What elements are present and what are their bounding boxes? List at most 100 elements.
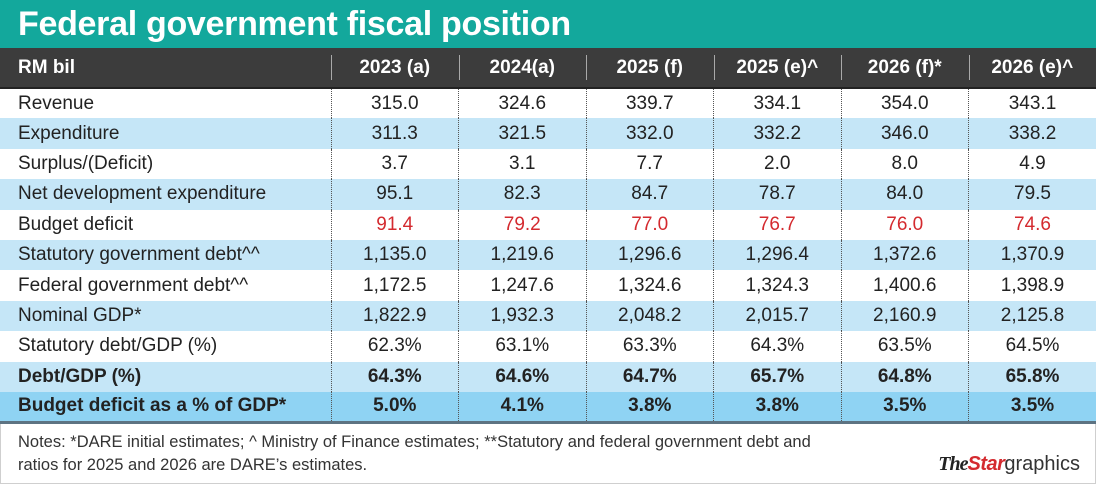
table-row: Revenue 315.0 324.6 339.7 334.1 354.0 343.1: [0, 88, 1096, 119]
table-row: Federal government debt^^ 1,172.5 1,247.6 1…: [0, 270, 1096, 301]
table-cell: 354.0: [840, 88, 969, 119]
table-row: Net development expenditure 95.1 82.3 84.7 7…: [0, 179, 1096, 210]
row-label: Surplus/(Deficit): [18, 152, 154, 174]
table-cell: 64.8%: [840, 361, 969, 392]
row-label: Budget deficit as a % of GDP*: [18, 395, 287, 417]
table-cell: 339.7: [585, 88, 714, 119]
table-row: Budget deficit 91.4 79.2 77.0 76.7 76.0 74.6: [0, 209, 1096, 240]
table-cell: 5.0%: [330, 391, 459, 423]
table-cell: 2.0: [713, 148, 841, 180]
row-label: Statutory government debt^^: [18, 244, 260, 266]
row-label: Nominal GDP*: [18, 304, 142, 326]
column-header: 2023 (a): [331, 48, 459, 88]
table-cell: 1,372.6: [840, 239, 969, 271]
table-cell: 64.5%: [968, 331, 1096, 362]
table-row: Budget deficit as a % of GDP* 5.0% 4.1% 3.8…: [0, 391, 1096, 423]
table-cell: 2,125.8: [968, 300, 1096, 332]
table-cell: 2,160.9: [840, 300, 969, 332]
column-header: 2024(a): [458, 48, 587, 88]
fiscal-table: RM bil 2023 (a) 2024(a) 2025 (f) 2025 (e…: [0, 48, 1096, 424]
row-label: Revenue: [18, 92, 95, 114]
table-cell: 1,822.9: [330, 300, 459, 332]
the-star-graphics-logo: TheStargraphics: [938, 452, 1080, 476]
table-row: Statutory government debt^^ 1,135.0 1,219.…: [0, 239, 1096, 271]
row-label: Federal government debt^^: [18, 274, 249, 296]
table-cell: 63.3%: [585, 331, 714, 362]
table-row: Debt/GDP (%) 64.3% 64.6% 64.7% 65.7% 64.8% 65.…: [0, 361, 1096, 392]
table-cell: 64.7%: [585, 361, 714, 392]
table-cell: 65.8%: [968, 361, 1096, 392]
table-row: Expenditure 311.3 321.5 332.0 332.2 346.0 338.…: [0, 118, 1096, 149]
table-cell: 64.3%: [713, 331, 841, 362]
column-header: 2025 (e)^: [713, 48, 842, 88]
table-cell: 1,370.9: [968, 239, 1096, 271]
table-cell: 84.7: [585, 179, 714, 210]
table-cell: 332.0: [585, 118, 714, 149]
table-cell: 4.9: [968, 148, 1096, 180]
table-cell: 64.6%: [458, 361, 586, 392]
table-cell: 7.7: [585, 148, 714, 180]
header-row: RM bil 2023 (a) 2024(a) 2025 (f) 2025 (e…: [0, 48, 1096, 88]
table-cell: 1,932.3: [458, 300, 586, 332]
table-row: Statutory debt/GDP (%) 62.3% 63.1% 63.3% 64.…: [0, 331, 1096, 362]
column-header: 2026 (f)*: [841, 48, 969, 88]
title-bar: Federal government fiscal position: [0, 0, 1096, 48]
logo-star: Star: [967, 453, 1005, 475]
table-cell: 324.6: [458, 88, 586, 119]
table-cell: 334.1: [713, 88, 841, 119]
row-label: Expenditure: [18, 122, 120, 144]
table-cell: 332.2: [713, 118, 841, 149]
table-cell: 1,247.6: [458, 270, 586, 301]
table-cell: 84.0: [840, 179, 969, 210]
table-cell: 3.5%: [840, 391, 969, 423]
table-cell: 74.6: [968, 209, 1096, 240]
table-cell: 8.0: [840, 148, 969, 180]
table-cell: 82.3: [458, 179, 586, 210]
table-row: Nominal GDP* 1,822.9 1,932.3 2,048.2 2,015.7…: [0, 300, 1096, 332]
table-cell: 76.7: [713, 209, 841, 240]
logo-the: The: [938, 453, 968, 475]
table-cell: 2,048.2: [585, 300, 714, 332]
table-cell: 65.7%: [713, 361, 841, 392]
table-cell: 1,135.0: [330, 239, 459, 271]
table-cell: 3.1: [458, 148, 586, 180]
page-title: Federal government fiscal position: [18, 5, 571, 43]
table-cell: 1,296.6: [585, 239, 714, 271]
column-header: 2026 (e)^: [968, 48, 1096, 88]
table-cell: 1,172.5: [330, 270, 459, 301]
row-label: Budget deficit: [18, 213, 134, 235]
row-label: Statutory debt/GDP (%): [18, 335, 218, 357]
table-cell: 79.5: [968, 179, 1096, 210]
table-cell: 1,296.4: [713, 239, 841, 271]
table-cell: 1,400.6: [840, 270, 969, 301]
table-cell: 1,219.6: [458, 239, 586, 271]
table-cell: 4.1%: [458, 391, 586, 423]
table-cell: 76.0: [840, 209, 969, 240]
table-cell: 63.1%: [458, 331, 586, 362]
table-cell: 63.5%: [840, 331, 969, 362]
table-cell: 1,398.9: [968, 270, 1096, 301]
table-cell: 3.7: [330, 148, 459, 180]
unit-header: RM bil: [18, 56, 75, 78]
table-cell: 311.3: [330, 118, 459, 149]
table-cell: 78.7: [713, 179, 841, 210]
table-cell: 3.8%: [713, 391, 841, 423]
footnotes: Notes: *DARE initial estimates; ^ Minist…: [18, 433, 811, 474]
table-row: Surplus/(Deficit) 3.7 3.1 7.7 2.0 8.0 4.9: [0, 148, 1096, 180]
table-cell: 1,324.3: [713, 270, 841, 301]
table-cell: 315.0: [330, 88, 459, 119]
table-cell: 1,324.6: [585, 270, 714, 301]
table-cell: 338.2: [968, 118, 1096, 149]
table-cell: 321.5: [458, 118, 586, 149]
table-cell: 77.0: [585, 209, 714, 240]
table-cell: 79.2: [458, 209, 586, 240]
column-header: 2025 (f): [586, 48, 714, 88]
table-cell: 62.3%: [330, 331, 459, 362]
table-cell: 343.1: [968, 88, 1096, 119]
table-cell: 3.8%: [585, 391, 714, 423]
table-cell: 2,015.7: [713, 300, 841, 332]
table-cell: 91.4: [330, 209, 459, 240]
table-cell: 3.5%: [968, 391, 1096, 423]
table-cell: 64.3%: [330, 361, 459, 392]
logo-graphics: graphics: [1004, 453, 1080, 475]
